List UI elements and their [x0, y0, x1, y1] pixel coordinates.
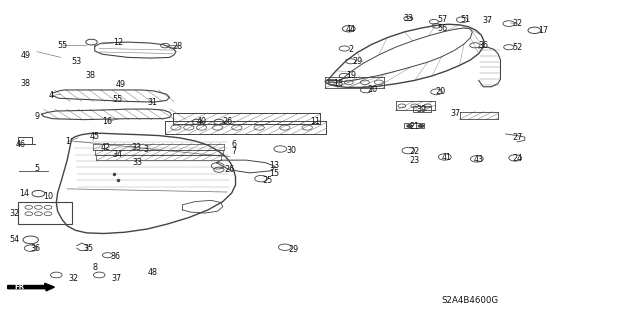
Text: 42: 42	[100, 143, 111, 152]
Text: 30: 30	[286, 146, 296, 155]
Text: 52: 52	[512, 43, 522, 52]
Text: 3: 3	[143, 145, 148, 154]
Text: 48: 48	[147, 268, 157, 277]
Polygon shape	[8, 283, 54, 291]
Text: 1: 1	[65, 137, 70, 146]
Text: 49: 49	[115, 80, 125, 89]
Text: 53: 53	[72, 57, 82, 66]
Text: 19: 19	[346, 71, 356, 80]
Text: 16: 16	[102, 117, 113, 126]
Text: 32: 32	[10, 209, 20, 218]
Text: 22: 22	[410, 147, 420, 156]
Text: 56: 56	[438, 24, 448, 33]
Text: 51: 51	[461, 15, 471, 24]
Text: 25: 25	[262, 176, 273, 185]
Text: 29: 29	[288, 245, 298, 254]
Text: 43: 43	[474, 155, 484, 164]
Text: 37: 37	[111, 274, 122, 283]
Text: 7: 7	[231, 147, 236, 156]
Text: 2: 2	[348, 45, 353, 54]
Text: 55: 55	[58, 41, 68, 50]
Text: 21: 21	[410, 122, 420, 131]
Text: 37: 37	[483, 16, 493, 25]
Text: 26: 26	[222, 117, 232, 126]
Text: 8: 8	[92, 263, 97, 272]
Text: 33: 33	[131, 143, 141, 152]
Text: FR: FR	[14, 284, 24, 290]
Text: 54: 54	[10, 235, 20, 244]
Text: 32: 32	[68, 274, 79, 283]
Text: 32: 32	[512, 19, 522, 28]
Text: 39: 39	[416, 105, 426, 114]
Text: 20: 20	[367, 85, 378, 94]
Text: 35: 35	[83, 244, 93, 253]
Text: 24: 24	[512, 154, 522, 163]
Text: 36: 36	[110, 252, 120, 261]
Circle shape	[419, 125, 424, 127]
Text: 33: 33	[132, 158, 143, 167]
Text: 26: 26	[224, 165, 234, 174]
Text: 57: 57	[438, 15, 448, 24]
Text: 20: 20	[435, 87, 445, 96]
Text: 41: 41	[442, 153, 452, 162]
Text: 18: 18	[333, 79, 343, 88]
Text: 14: 14	[19, 189, 29, 198]
Text: 6: 6	[231, 140, 236, 149]
Text: 27: 27	[512, 133, 522, 142]
Text: 36: 36	[30, 244, 40, 253]
Text: 36: 36	[478, 41, 488, 50]
Text: 33: 33	[403, 14, 413, 23]
Text: 23: 23	[410, 156, 420, 165]
Text: 5: 5	[35, 164, 40, 173]
Text: 46: 46	[15, 140, 26, 149]
Text: 55: 55	[112, 95, 122, 104]
Text: 40: 40	[196, 117, 207, 126]
Text: 12: 12	[113, 38, 124, 47]
Text: 38: 38	[86, 71, 96, 80]
Text: 17: 17	[538, 26, 548, 35]
Text: 37: 37	[451, 109, 461, 118]
Text: 11: 11	[310, 117, 320, 126]
Text: 4: 4	[49, 91, 54, 100]
Text: 13: 13	[269, 161, 279, 170]
Text: 29: 29	[352, 57, 362, 66]
Circle shape	[407, 125, 412, 127]
Text: 49: 49	[20, 51, 31, 60]
Text: 10: 10	[43, 192, 53, 201]
Text: 44: 44	[346, 25, 356, 34]
Text: 28: 28	[173, 42, 183, 51]
Text: 15: 15	[269, 169, 279, 178]
Text: 31: 31	[147, 98, 157, 107]
Text: 9: 9	[35, 112, 40, 121]
Text: 34: 34	[112, 150, 122, 159]
Text: 45: 45	[90, 132, 100, 141]
Text: 38: 38	[20, 79, 31, 88]
Text: S2A4B4600G: S2A4B4600G	[442, 296, 499, 305]
